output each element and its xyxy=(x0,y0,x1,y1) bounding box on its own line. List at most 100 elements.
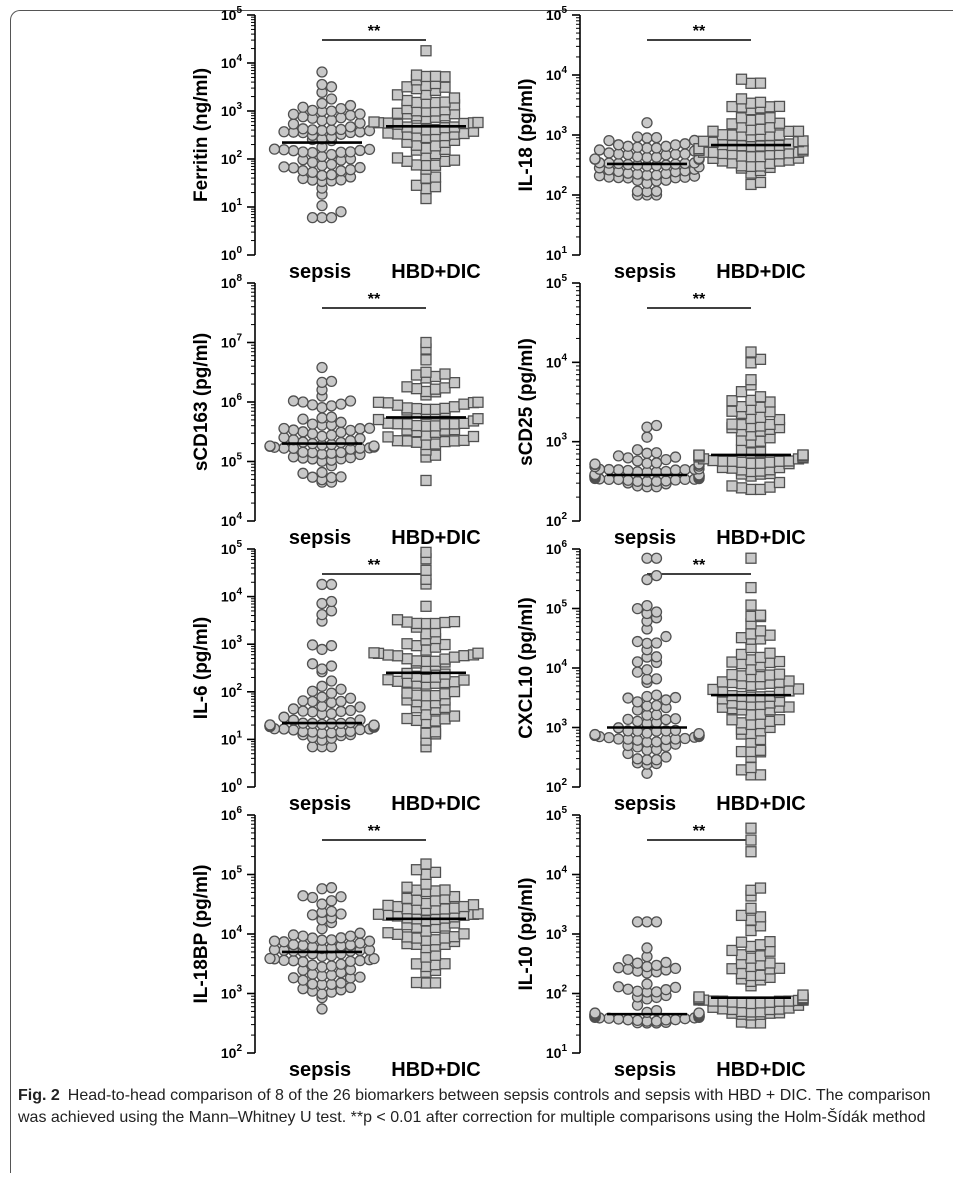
data-point xyxy=(735,434,748,447)
data-point xyxy=(287,955,300,967)
data-point xyxy=(716,455,729,467)
significance-label: ** xyxy=(693,557,706,574)
data-point xyxy=(458,900,470,913)
data-point xyxy=(726,714,738,726)
data-point xyxy=(631,603,644,615)
data-point xyxy=(745,77,757,89)
data-point xyxy=(631,734,644,746)
data-point xyxy=(306,399,319,411)
data-point xyxy=(641,978,653,990)
data-point xyxy=(622,452,634,464)
data-point xyxy=(679,464,691,476)
data-point xyxy=(401,616,413,628)
y-tick-label: 101 xyxy=(546,1043,568,1061)
data-point xyxy=(344,395,357,407)
data-point xyxy=(622,963,634,975)
y-tick-label: 103 xyxy=(546,718,568,736)
data-point xyxy=(335,977,347,989)
data-point xyxy=(735,632,748,644)
y-tick-label: 104 xyxy=(546,65,568,83)
data-point xyxy=(631,916,644,928)
data-point xyxy=(641,942,653,954)
data-point xyxy=(439,382,451,394)
data-point xyxy=(745,834,757,846)
panel-4: 102 103 104 105 sCD25 (pg/ml) sepsis HBD+DIC ** xyxy=(516,273,809,549)
data-point xyxy=(429,934,442,946)
data-point xyxy=(439,958,451,970)
data-point xyxy=(707,683,719,696)
data-point xyxy=(745,374,757,386)
data-point xyxy=(306,104,319,117)
data-point xyxy=(429,689,442,702)
data-point xyxy=(773,476,786,489)
data-point xyxy=(420,977,432,989)
data-point xyxy=(325,675,338,687)
data-point xyxy=(745,346,757,358)
data-point xyxy=(439,418,451,430)
data-point xyxy=(660,751,672,763)
data-point xyxy=(335,206,347,218)
data-point xyxy=(344,164,357,176)
data-point xyxy=(316,78,328,91)
data-point xyxy=(325,595,338,608)
data-point xyxy=(391,128,404,140)
data-point xyxy=(297,101,309,113)
data-point xyxy=(410,139,423,151)
data-point xyxy=(420,628,432,640)
data-point xyxy=(773,117,786,129)
data-point xyxy=(429,171,442,183)
data-point xyxy=(754,671,767,683)
data-point xyxy=(316,898,328,910)
data-point xyxy=(382,397,394,409)
data-point xyxy=(612,139,625,151)
data-point xyxy=(264,719,276,731)
data-point xyxy=(745,902,757,914)
data-point xyxy=(316,578,328,591)
data-point xyxy=(641,151,653,164)
data-point xyxy=(439,81,451,93)
data-point xyxy=(410,69,423,81)
data-point xyxy=(650,552,663,564)
data-point xyxy=(410,179,423,191)
data-point xyxy=(650,736,663,748)
data-point xyxy=(316,199,328,212)
data-point xyxy=(631,444,644,456)
data-point xyxy=(325,429,338,441)
data-point xyxy=(391,435,404,447)
data-point xyxy=(773,455,786,467)
data-point xyxy=(792,125,805,137)
data-point xyxy=(735,444,748,456)
data-point xyxy=(325,708,338,720)
data-point xyxy=(429,140,442,152)
data-point xyxy=(754,717,767,730)
data-point xyxy=(316,663,328,675)
data-point xyxy=(420,336,432,349)
y-tick-label: 102 xyxy=(221,1043,243,1061)
y-tick-label: 103 xyxy=(546,924,568,942)
data-point xyxy=(410,932,423,944)
data-point xyxy=(735,418,748,431)
data-point xyxy=(325,400,338,412)
data-point xyxy=(287,703,300,715)
data-point xyxy=(306,909,319,921)
data-point xyxy=(641,552,653,564)
data-point xyxy=(735,967,748,980)
data-point xyxy=(754,353,767,365)
data-point xyxy=(297,111,309,123)
data-point xyxy=(472,647,484,659)
data-point xyxy=(325,660,338,672)
data-point xyxy=(420,45,432,57)
significance-label: ** xyxy=(693,23,706,40)
data-point xyxy=(287,162,300,174)
data-point xyxy=(325,211,338,224)
x-category-label: HBD+DIC xyxy=(391,527,480,549)
data-point xyxy=(429,96,442,109)
data-point xyxy=(631,696,644,708)
data-point xyxy=(754,77,767,89)
data-point xyxy=(754,391,767,403)
data-point xyxy=(382,127,394,139)
data-point xyxy=(650,1015,663,1027)
y-axis-title: sCD25 (pg/ml) xyxy=(516,338,537,466)
data-point xyxy=(726,129,738,141)
data-point xyxy=(458,434,470,447)
